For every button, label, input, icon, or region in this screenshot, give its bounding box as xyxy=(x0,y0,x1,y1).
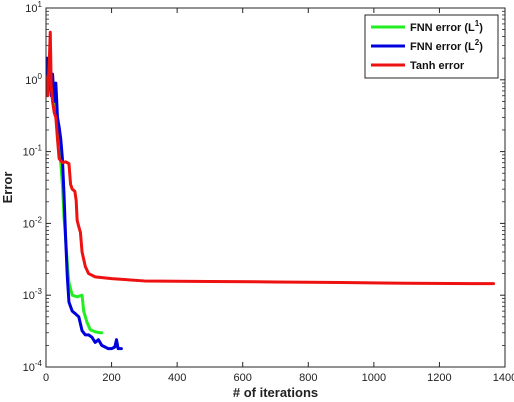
x-tick-label: 1000 xyxy=(362,372,386,384)
y-tick-label: 10-3 xyxy=(23,287,43,302)
legend-label-1: FNN error (L1) xyxy=(410,19,483,34)
x-axis-label: # of iterations xyxy=(233,385,318,400)
series-line-3 xyxy=(46,30,496,286)
x-tick-label: 600 xyxy=(234,372,252,384)
x-tick-label: 1200 xyxy=(427,372,451,384)
x-tick-label: 800 xyxy=(299,372,317,384)
y-tick-label: 10-1 xyxy=(23,144,43,159)
series-layer xyxy=(46,30,496,351)
legend: FNN error (L1) FNN error (L2) Tanh error xyxy=(364,14,499,79)
plot-border xyxy=(45,7,506,368)
series-line-2 xyxy=(46,56,123,351)
legend-label-3: Tanh error xyxy=(410,60,465,72)
x-tick-label: 1400 xyxy=(493,372,514,384)
y-tick-label: 10-4 xyxy=(23,359,43,374)
x-axis: 0 200 400 600 800 1000 1200 1400 xyxy=(43,8,514,384)
y-tick-label: 101 xyxy=(25,0,42,15)
y-tick-label: 100 xyxy=(25,72,42,87)
y-tick-label: 10-2 xyxy=(23,215,43,230)
legend-label-2: FNN error (L2) xyxy=(410,38,483,53)
x-tick-label: 400 xyxy=(168,372,186,384)
x-tick-label: 200 xyxy=(102,372,120,384)
y-axis-label: Error xyxy=(0,172,15,204)
x-tick-label: 0 xyxy=(43,372,49,384)
